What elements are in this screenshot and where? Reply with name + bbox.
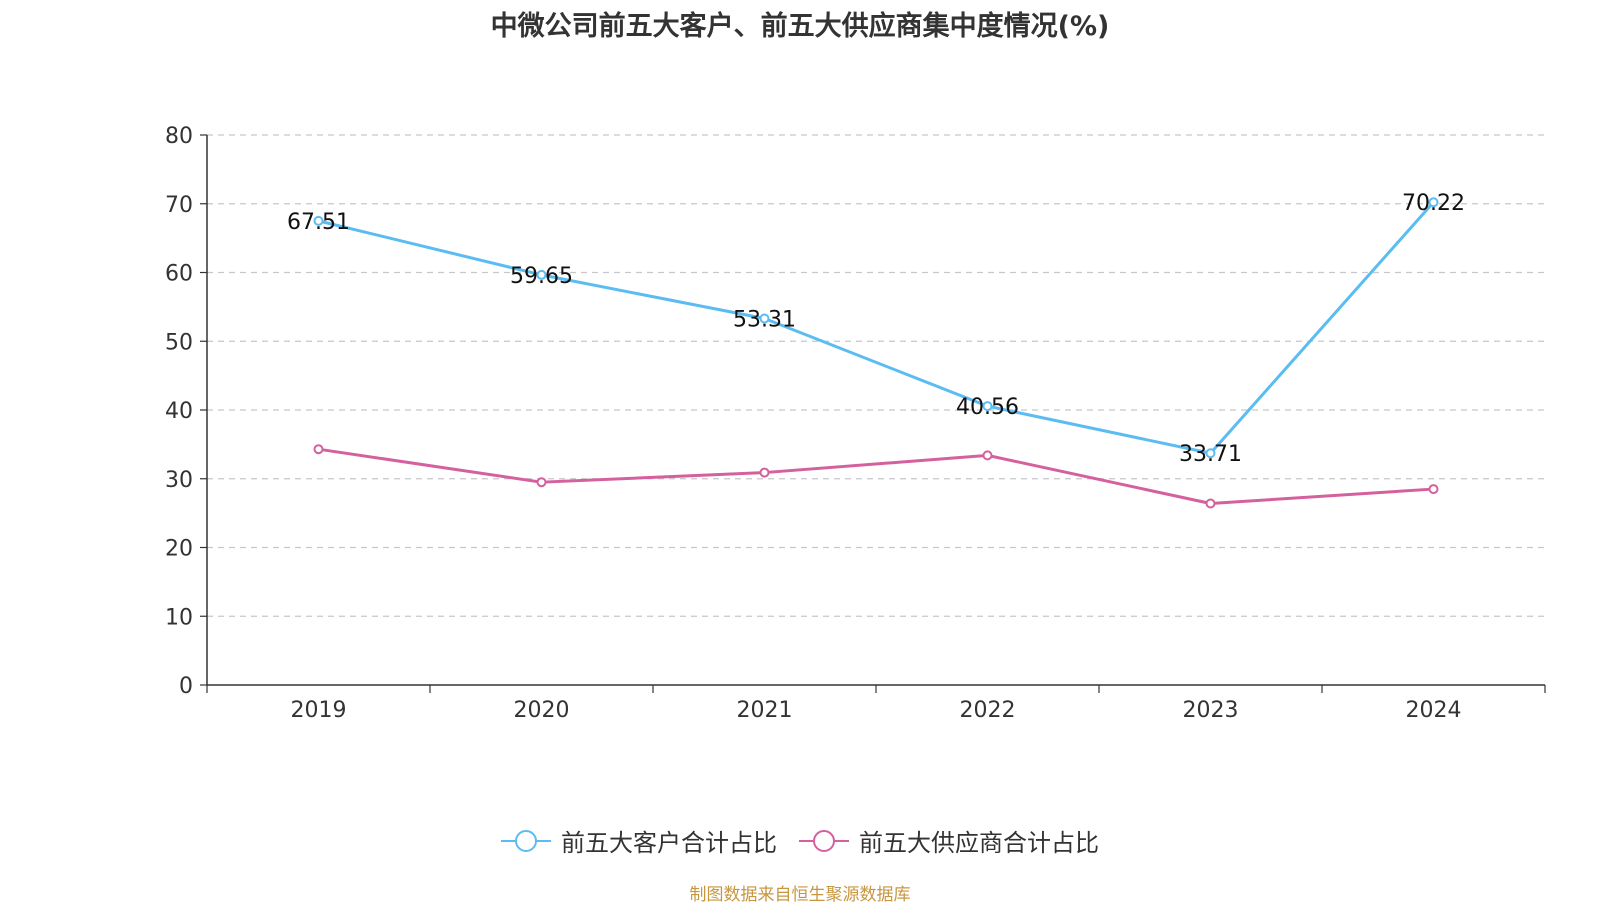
legend-line-circle-icon — [799, 829, 849, 852]
y-tick-label: 40 — [165, 399, 193, 424]
series-line-1 — [318, 447, 1434, 505]
y-tick-label: 30 — [165, 468, 193, 493]
y-tick-label: 70 — [165, 193, 193, 218]
data-labels: 67.51 59.65 53.31 40.56 33.71 70.22 — [287, 191, 1465, 467]
y-tick-label: 60 — [165, 262, 193, 287]
data-point — [1428, 197, 1439, 208]
legend-item-suppliers[interactable]: 前五大供应商合计占比 — [799, 823, 1099, 858]
data-point — [759, 313, 770, 324]
x-tick-label: 2023 — [1183, 698, 1239, 723]
legend-line-circle-icon — [501, 829, 551, 852]
y-tick-label: 10 — [165, 605, 193, 630]
x-tick-label: 2022 — [960, 698, 1016, 723]
y-tick-label: 0 — [179, 674, 193, 699]
grid-lines — [207, 134, 1545, 617]
data-point — [1428, 484, 1439, 495]
data-point — [982, 450, 993, 461]
data-point — [759, 467, 770, 478]
data-point — [982, 401, 993, 412]
source-note: 制图数据来自恒生聚源数据库 — [689, 885, 911, 905]
data-point — [1205, 498, 1216, 509]
y-tick-label: 80 — [165, 124, 193, 149]
data-point — [313, 215, 324, 226]
x-tick-label: 2019 — [291, 698, 347, 723]
data-label: 59.65 — [510, 264, 573, 289]
x-tick-label: 2020 — [514, 698, 570, 723]
data-label: 70.22 — [1402, 191, 1465, 216]
data-point — [1205, 448, 1216, 459]
series-line-0 — [318, 201, 1435, 455]
series-group — [313, 197, 1439, 509]
data-label: 53.31 — [733, 307, 796, 332]
data-point — [536, 477, 547, 488]
y-tick-label: 20 — [165, 537, 193, 562]
data-label: 67.51 — [287, 210, 350, 235]
x-tick-label: 2024 — [1406, 698, 1462, 723]
legend-item-customers[interactable]: 前五大客户合计占比 — [501, 823, 777, 858]
data-point — [313, 444, 324, 455]
data-label: 40.56 — [956, 395, 1019, 420]
legend-label: 前五大供应商合计占比 — [859, 829, 1099, 857]
legend: 前五大客户合计占比 前五大供应商合计占比 — [0, 823, 1600, 858]
chart-title: 中微公司前五大客户、前五大供应商集中度情况(%) — [490, 11, 1110, 42]
axes: 0 10 20 30 40 50 60 70 80 2019 2020 2021 2022 2023 202… — [165, 124, 1546, 723]
y-tick-label: 50 — [165, 330, 193, 355]
legend-label: 前五大客户合计占比 — [561, 829, 777, 857]
data-point — [536, 269, 547, 280]
x-tick-label: 2021 — [737, 698, 793, 723]
data-label: 33.71 — [1179, 442, 1242, 467]
